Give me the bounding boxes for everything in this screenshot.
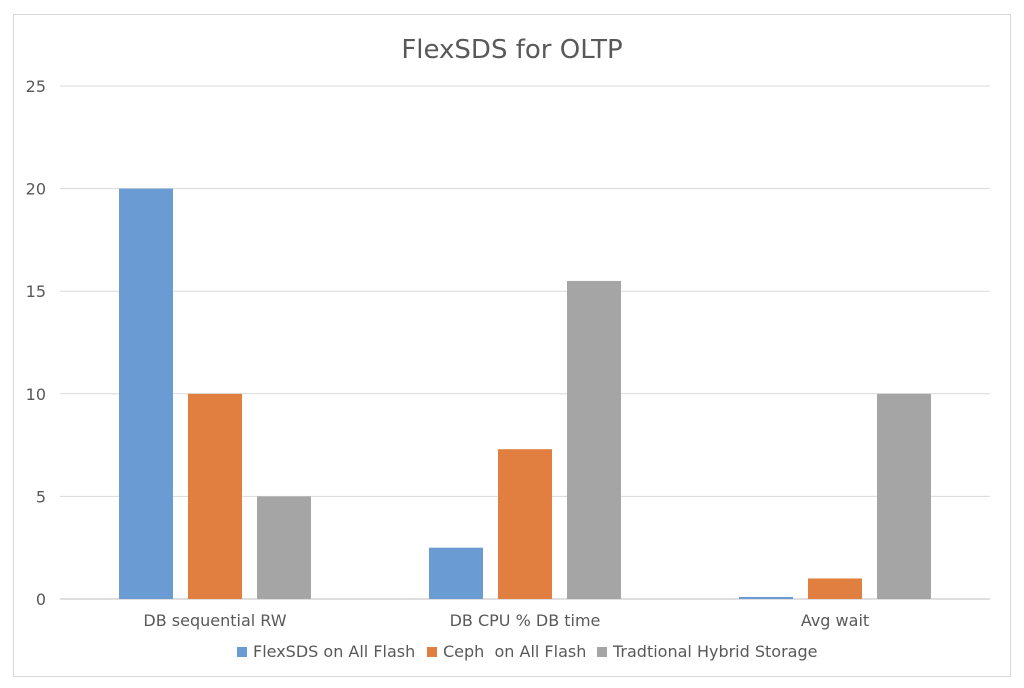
y-tick-label: 10 bbox=[26, 385, 46, 404]
y-tick-label: 15 bbox=[26, 282, 46, 301]
bar-3-2 bbox=[567, 280, 621, 599]
legend-label: Tradtional Hybrid Storage bbox=[612, 642, 817, 661]
legend-swatch bbox=[427, 647, 437, 657]
x-tick-label: DB CPU % DB time bbox=[450, 611, 601, 630]
bar-1-1 bbox=[119, 188, 173, 599]
y-tick-label: 20 bbox=[26, 180, 46, 199]
legend: FlexSDS on All Flash Ceph on All Flash Tra… bbox=[237, 642, 817, 661]
chart-title: FlexSDS for OLTP bbox=[401, 35, 622, 65]
bar-3-3 bbox=[877, 393, 931, 599]
bar-3-1 bbox=[257, 496, 311, 599]
x-tick-label: Avg wait bbox=[801, 611, 869, 630]
legend-label: FlexSDS on All Flash bbox=[253, 642, 415, 661]
x-tick-label: DB sequential RW bbox=[143, 611, 286, 630]
y-axis-ticks: 0 5 10 15 20 25 bbox=[26, 77, 46, 609]
y-tick-label: 25 bbox=[26, 77, 46, 96]
legend-swatch bbox=[237, 647, 247, 657]
bar-2-2 bbox=[498, 449, 552, 599]
y-tick-label: 0 bbox=[36, 590, 46, 609]
legend-swatch bbox=[597, 647, 607, 657]
x-axis-ticks: DB sequential RW DB CPU % DB time Avg wait bbox=[143, 611, 869, 630]
bar-2-1 bbox=[188, 393, 242, 599]
bar-1-3 bbox=[739, 596, 793, 599]
legend-label: Ceph on All Flash bbox=[443, 642, 586, 661]
bar-1-2 bbox=[429, 547, 483, 599]
bar-2-3 bbox=[808, 578, 862, 599]
bars bbox=[119, 188, 931, 599]
y-tick-label: 5 bbox=[36, 487, 46, 506]
